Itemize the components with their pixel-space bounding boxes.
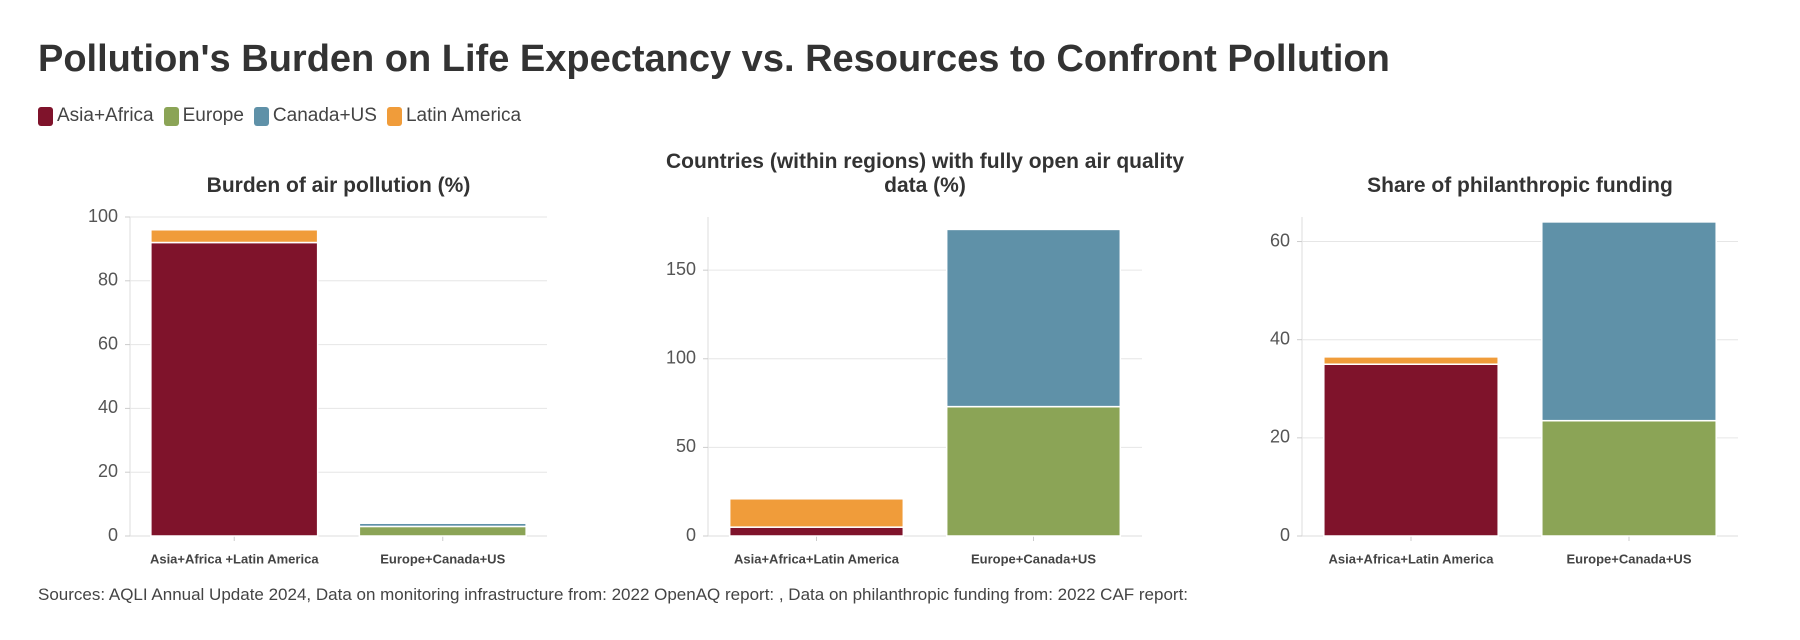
bar-segment: [358, 522, 527, 528]
y-tick-label: 0: [686, 525, 696, 545]
legend-label: Asia+Africa: [57, 105, 154, 126]
bar-segment: [150, 229, 319, 244]
bar-segment: [1323, 356, 1499, 365]
bar-segment: [358, 525, 527, 537]
y-tick-label: 20: [1270, 427, 1290, 447]
bar-segment: [1323, 363, 1499, 537]
legend-label: Europe: [182, 105, 244, 126]
panel-title: Burden of air pollution (%): [206, 174, 471, 197]
y-tick-label: 40: [98, 397, 118, 417]
x-tick-label: Europe+Canada+US: [380, 551, 505, 566]
y-tick-label: 50: [676, 436, 696, 456]
legend-item: Europe: [163, 105, 244, 127]
y-tick-label: 40: [1270, 328, 1290, 348]
x-tick-label: Europe+Canada+US: [971, 551, 1096, 566]
panel-title: Countries (within regions) with fully op…: [665, 150, 1185, 197]
panel-title: Share of philanthropic funding: [1367, 174, 1673, 197]
legend-swatch: [163, 106, 179, 126]
y-tick-label: 60: [1270, 230, 1290, 250]
bar-segment: [945, 228, 1122, 408]
bar-segment: [1541, 419, 1717, 537]
x-tick-label: Asia+Africa+Latin America: [1329, 551, 1495, 566]
page-title: Pollution's Burden on Life Expectancy vs…: [38, 38, 1390, 80]
legend-swatch: [253, 106, 269, 126]
y-tick-label: 60: [98, 333, 118, 353]
source-note: Sources: AQLI Annual Update 2024, Data o…: [38, 585, 1189, 604]
y-tick-label: 0: [1280, 525, 1290, 545]
legend-label: Latin America: [405, 105, 522, 126]
bar-segment: [728, 498, 905, 528]
y-tick-label: 150: [666, 259, 696, 279]
y-tick-label: 80: [98, 270, 118, 290]
legend-swatch: [386, 106, 402, 126]
y-tick-label: 100: [88, 206, 118, 226]
x-tick-label: Europe+Canada+US: [1567, 551, 1692, 566]
y-tick-label: 20: [98, 461, 118, 481]
bar-segment: [150, 241, 319, 537]
bar-segment: [1541, 221, 1717, 422]
legend-swatch: [38, 106, 53, 126]
legend-item: Latin America: [386, 105, 522, 127]
legend-label: Canada+US: [272, 105, 377, 126]
legend: Asia+Africa Europe Canada+US Latin America: [38, 105, 521, 127]
y-tick-label: 0: [108, 525, 118, 545]
bar-segment: [945, 405, 1122, 537]
bar-segment: [728, 526, 905, 537]
legend-item: Asia+Africa: [38, 105, 154, 127]
x-tick-label: Asia+Africa+Latin America: [734, 551, 900, 566]
legend-item: Canada+US: [253, 105, 377, 127]
y-tick-label: 100: [666, 348, 696, 368]
x-tick-label: Asia+Africa +Latin America: [150, 551, 319, 566]
